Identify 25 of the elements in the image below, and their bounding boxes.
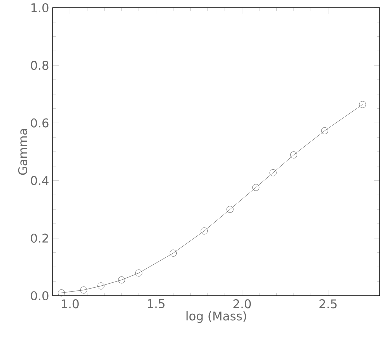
point <box>136 270 143 277</box>
y-tick-label: 0.8 <box>31 61 49 70</box>
point <box>98 282 105 290</box>
point <box>270 170 277 177</box>
y-axis-title: Gamma <box>18 129 28 176</box>
point <box>226 206 234 214</box>
y-tick-label: 1.0 <box>32 3 49 13</box>
y-tick-label: 0.4 <box>31 176 49 186</box>
y-tick-label: 0.2 <box>31 234 48 243</box>
x-axis-title: log (Mass) <box>186 311 246 324</box>
x-tick-label: 1.5 <box>148 300 165 308</box>
point <box>321 127 328 134</box>
point <box>80 286 88 294</box>
x-tick-label: 2.0 <box>234 300 252 309</box>
point <box>58 290 66 297</box>
y-tick-label: 0.0 <box>31 291 49 301</box>
point <box>359 101 366 108</box>
point <box>200 228 208 235</box>
point <box>290 152 298 159</box>
x-tick-label: 2.5 <box>320 300 337 309</box>
point <box>252 184 260 192</box>
point <box>170 250 177 257</box>
x-tick-label: 1.0 <box>62 300 79 309</box>
point <box>118 276 126 284</box>
y-tick-label: 0.6 <box>31 118 49 128</box>
